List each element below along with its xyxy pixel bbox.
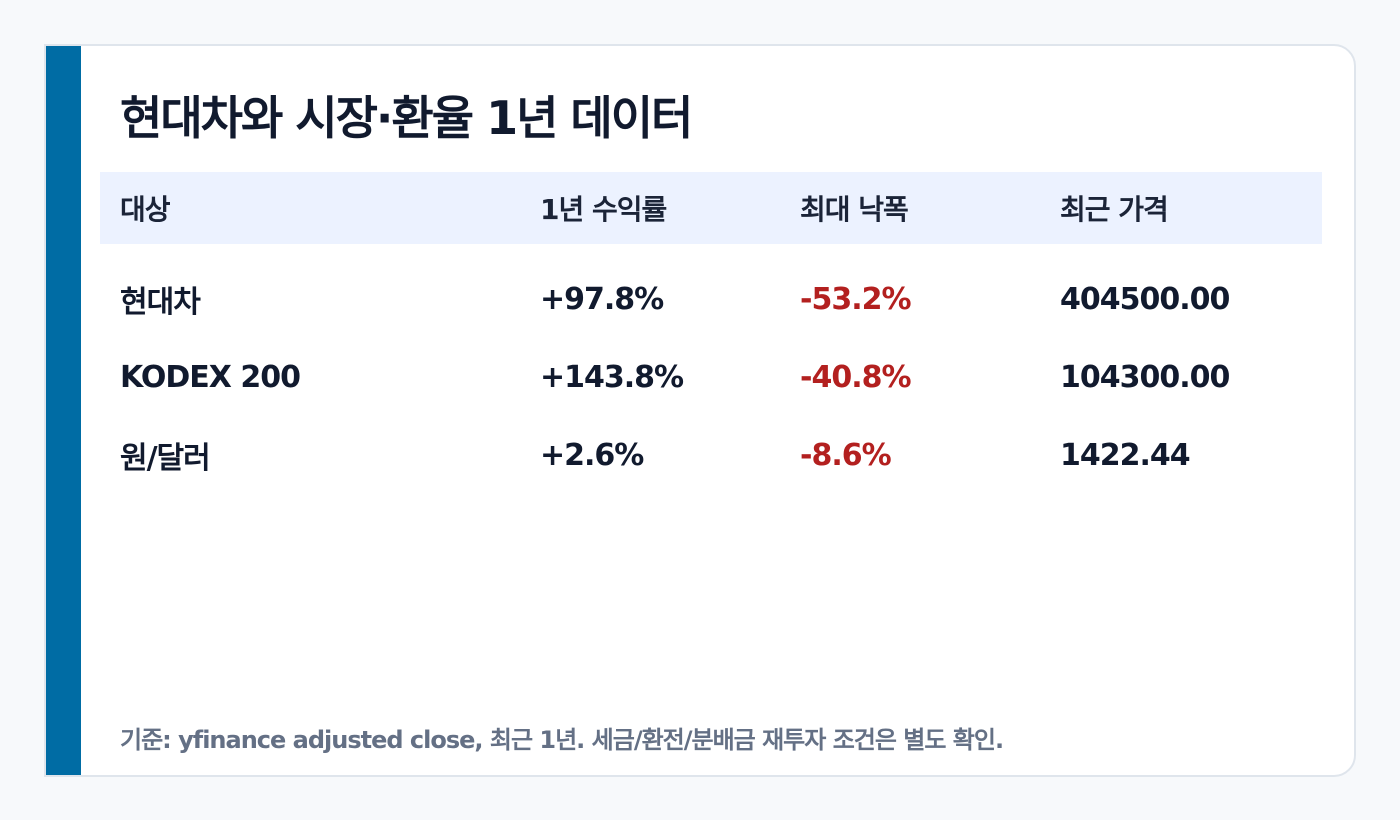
row-price: 104300.00: [1060, 359, 1230, 395]
row-drawdown: -53.2%: [800, 281, 912, 317]
row-price: 1422.44: [1060, 437, 1191, 473]
header-return: 1년 수익률: [540, 193, 667, 226]
data-table: 대상 1년 수익률 최대 낙폭 최근 가격 현대차 +97.8% -53.2% …: [100, 172, 1322, 494]
table-row: 현대차 +97.8% -53.2% 404500.00: [100, 260, 1322, 338]
row-target: 현대차: [120, 285, 201, 320]
row-target: 원/달러: [120, 441, 211, 476]
footnote: 기준: yfinance adjusted close, 최근 1년. 세금/환…: [120, 726, 1004, 754]
accent-bar: [46, 46, 81, 775]
row-return: +97.8%: [540, 281, 664, 317]
table-row: KODEX 200 +143.8% -40.8% 104300.00: [100, 338, 1322, 416]
row-drawdown: -8.6%: [800, 437, 892, 473]
row-price: 404500.00: [1060, 281, 1230, 317]
header-target: 대상: [120, 193, 171, 226]
row-return: +2.6%: [540, 437, 644, 473]
row-drawdown: -40.8%: [800, 359, 912, 395]
row-target: KODEX 200: [120, 359, 301, 395]
header-price: 최근 가격: [1060, 193, 1169, 226]
table-row: 원/달러 +2.6% -8.6% 1422.44: [100, 416, 1322, 494]
data-card: 현대차와 시장·환율 1년 데이터 대상 1년 수익률 최대 낙폭 최근 가격 …: [44, 44, 1356, 777]
page-title: 현대차와 시장·환율 1년 데이터: [120, 91, 693, 145]
table-header: 대상 1년 수익률 최대 낙폭 최근 가격: [100, 172, 1322, 244]
row-return: +143.8%: [540, 359, 684, 395]
header-drawdown: 최대 낙폭: [800, 193, 909, 226]
table-body: 현대차 +97.8% -53.2% 404500.00 KODEX 200 +1…: [100, 244, 1322, 494]
